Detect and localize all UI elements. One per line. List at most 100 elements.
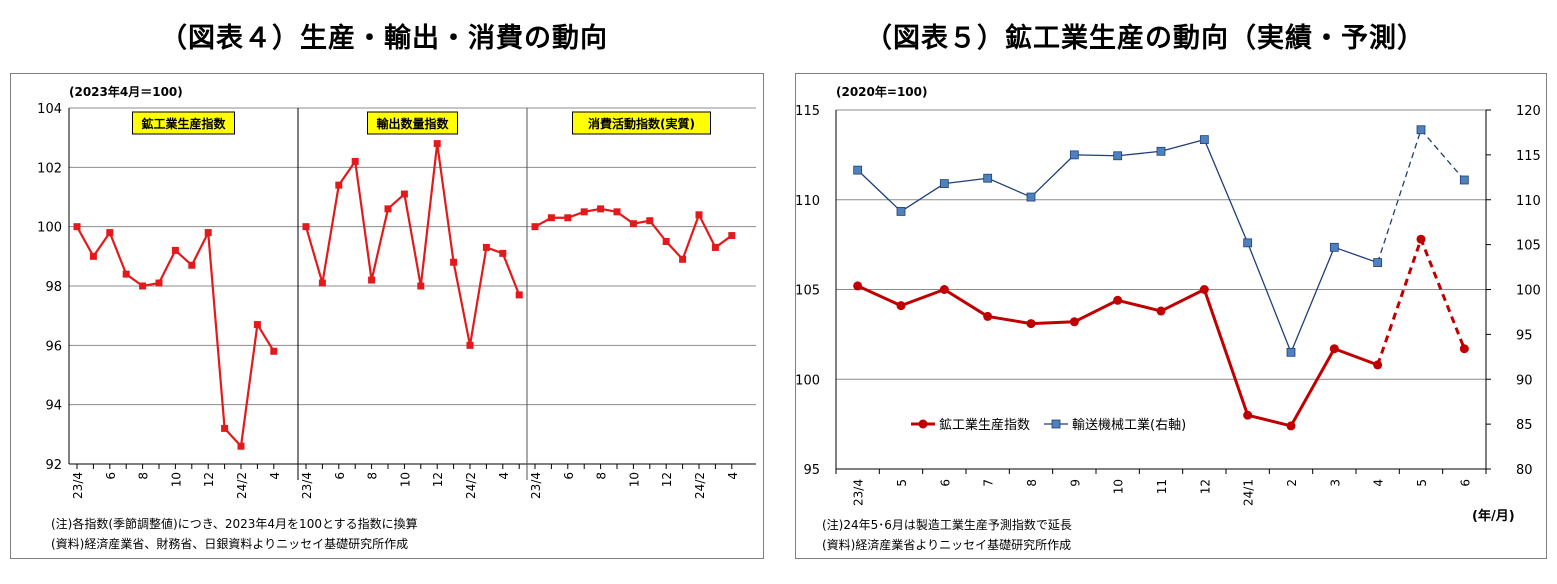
figure4-note: (注)各指数(季節調整値)につき、2023年4月を100とする指数に換算 [51,516,418,531]
figure4-panel: (2023年4月＝100) 92 94 96 98 100 102 104 23/4 6 8 10 1… [10,73,764,559]
fig5-xtick-label: 23/4 [852,479,866,506]
fig4-xtick-label: 12 [431,472,445,487]
fig5-data-point [983,173,993,183]
fig4-xtick-label: 12 [202,472,216,487]
figure5-source: (資料)経済産業省よりニッセイ基礎研究所作成 [822,537,1071,552]
fig5-data-point [853,281,863,291]
fig4-xtick-label: 24/2 [693,472,707,499]
fig4-data-point [188,261,196,269]
fig4-xtick-label: 8 [137,472,151,480]
fig4-data-point [613,208,621,216]
fig4-data-point [466,341,474,349]
fig4-data-point [695,211,703,219]
fig4-data-point [335,181,343,189]
fig4-data-point [384,205,392,213]
fig4-data-point [351,157,359,165]
fig4-data-point [253,321,261,329]
fig5-y2tick-label: 85 [1516,418,1533,433]
fig5-legend-marker [918,419,928,429]
fig5-data-point [1199,135,1209,145]
fig4-ytick-label: 92 [45,458,62,473]
fig4-data-point [302,223,310,231]
fig5-ytick-label: 100 [796,373,820,388]
fig4-data-point [679,255,687,263]
fig5-data-point [1113,295,1123,305]
fig5-y2tick-label: 100 [1516,284,1541,299]
fig4-data-point [368,276,376,284]
fig4-xtick-label: 8 [366,472,380,480]
fig5-xtick-label: 8 [1025,479,1039,487]
fig5-xtick-label: 3 [1328,479,1342,487]
fig4-xtick-label: 10 [169,472,183,487]
fig4-data-point [580,208,588,216]
fig5-data-point [1199,285,1209,294]
fig4-xtick-label: 23/4 [529,472,543,499]
fig5-xtick-label: 5 [895,479,909,487]
fig5-xtick-label: 10 [1112,479,1126,494]
fig4-data-point [139,282,147,290]
fig4-data-point [629,220,637,228]
fig4-data-point [237,442,245,450]
fig5-data-point [1113,151,1123,161]
fig4-data-point [728,232,736,240]
fig5-data-point [853,165,863,175]
fig5-data-point [1459,344,1469,354]
fig5-y2tick-label: 90 [1516,373,1533,388]
fig5-ytick-label: 110 [796,194,820,209]
fig5-series-line [857,284,1379,428]
fig4-series-line [76,226,275,448]
fig5-data-point [1286,347,1296,357]
fig5-series-forecast-line [1377,128,1465,263]
fig4-data-point [597,205,605,213]
fig4-xtick-label: 8 [595,472,609,480]
fig5-data-point [1416,125,1426,135]
fig4-data-point [106,229,114,237]
fig5-data-point [896,207,906,216]
fig4-data-point [122,270,130,278]
figure5-note: (注)24年5･6月は製造工業生産予測指数で延長 [822,517,1072,532]
figure5-chart: (2020年=100) 9510010511011580859095100105… [796,84,1541,552]
fig4-ytick-label: 98 [45,280,62,295]
fig5-data-point [939,179,949,188]
fig4-data-point [270,347,278,355]
fig4-xtick-label: 4 [726,472,740,480]
fig4-data-point [564,214,572,222]
fig4-data-point [482,243,490,251]
fig4-panel-label: 輸出数量指数 [376,116,449,131]
fig5-legend-label: 輸送機械工業(右軸) [1072,417,1186,433]
figure4-unit-note: (2023年4月＝100) [69,84,183,99]
fig4-xtick-label: 6 [562,472,576,480]
fig4-xtick-label: 12 [660,472,674,487]
fig5-y2tick-label: 105 [1516,239,1541,254]
fig4-data-point [547,214,555,222]
fig4-ytick-label: 96 [45,339,62,354]
figure5-unit-note: (2020年=100) [836,84,927,99]
fig4-data-point [204,229,212,237]
fig4-data-point [499,249,507,257]
fig5-data-point [1373,360,1383,370]
figure5-panel: (2020年=100) 95 100 105 110 115 80 85 90 95 100 105… [795,73,1547,559]
fig4-data-point [646,217,654,225]
fig5-data-point [1069,317,1079,327]
fig4-panel-label-box [572,111,711,135]
fig5-data-point [1069,150,1079,160]
figure5-legend: 鉱工業生産指数 輸送機械工業(右軸) [911,417,1186,433]
fig4-xtick-label: 24/2 [235,472,249,499]
fig5-data-point [1156,306,1166,316]
fig4-data-point [711,243,719,251]
fig5-y2tick-label: 80 [1516,463,1533,478]
fig4-xtick-label: 6 [333,472,347,480]
fig5-data-point [1156,146,1166,156]
fig5-series-forecast-line [1376,234,1466,366]
fig4-data-point [417,282,425,290]
fig5-xtick-label: 9 [1068,479,1082,487]
fig4-ytick-label: 94 [45,399,62,414]
fig5-xtick-label: 12 [1198,479,1212,494]
fig4-ytick-label: 102 [37,161,62,176]
fig5-ytick-label: 105 [796,284,820,299]
fig5-data-point [1416,234,1426,244]
fig4-data-point [450,258,458,266]
fig4-data-point [433,140,441,148]
figure4-source: (資料)経済産業省、財務省、日銀資料よりニッセイ基礎研究所作成 [51,536,408,551]
